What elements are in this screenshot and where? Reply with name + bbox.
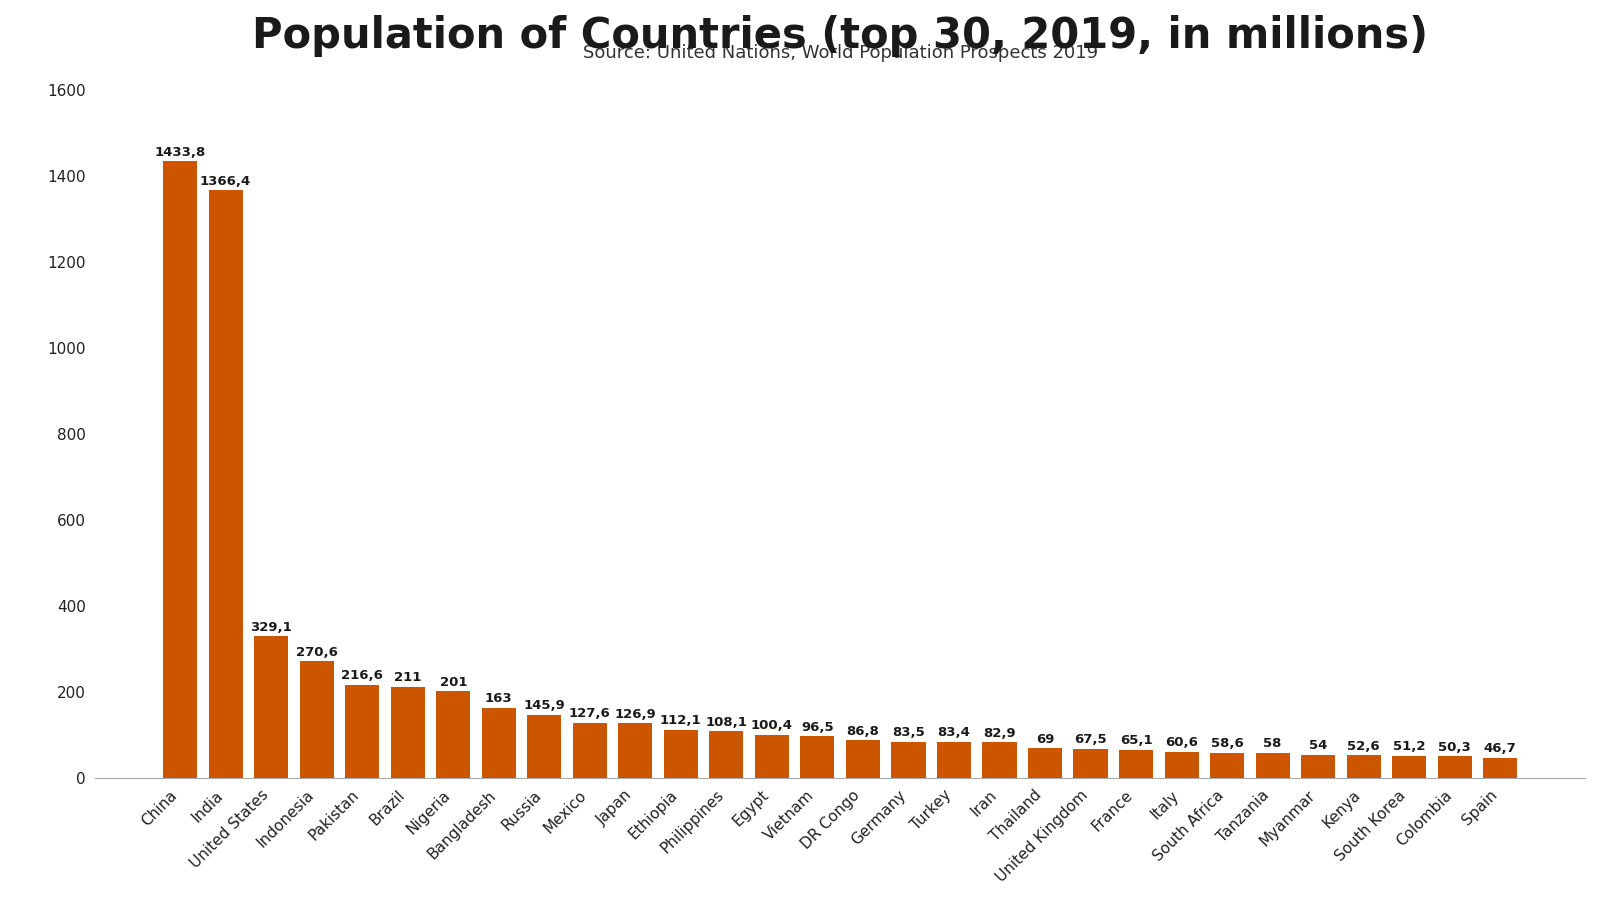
Text: 58,6: 58,6 (1211, 737, 1243, 750)
Text: 216,6: 216,6 (341, 669, 382, 682)
Bar (254, 636, 288, 778)
Text: 163: 163 (485, 692, 512, 705)
Text: 1433,8: 1433,8 (155, 146, 206, 158)
Bar (528, 715, 562, 778)
Bar (982, 742, 1016, 778)
Title: Population of Countries (top 30, 2019, in millions): Population of Countries (top 30, 2019, i… (253, 15, 1429, 57)
Text: 112,1: 112,1 (661, 714, 702, 727)
Text: Source: United Nations, World Population Prospects 2019: Source: United Nations, World Population… (582, 44, 1098, 62)
Text: 58: 58 (1264, 737, 1282, 751)
Text: 83,5: 83,5 (893, 726, 925, 739)
Text: 201: 201 (440, 676, 467, 688)
Bar (163, 161, 197, 778)
Bar (891, 742, 925, 778)
Bar (1301, 754, 1336, 778)
Bar (299, 662, 334, 778)
Text: 145,9: 145,9 (523, 699, 565, 713)
Text: 46,7: 46,7 (1483, 742, 1517, 755)
Bar (664, 730, 698, 778)
Bar (1165, 752, 1198, 778)
Bar (390, 687, 426, 778)
Text: 127,6: 127,6 (570, 707, 611, 720)
Text: 52,6: 52,6 (1347, 740, 1379, 752)
Bar (1347, 755, 1381, 778)
Bar (1483, 758, 1517, 778)
Text: 270,6: 270,6 (296, 646, 338, 659)
Bar (346, 685, 379, 778)
Text: 86,8: 86,8 (846, 724, 880, 738)
Bar (755, 734, 789, 778)
Text: 50,3: 50,3 (1438, 741, 1470, 753)
Bar (938, 742, 971, 778)
Text: 54: 54 (1309, 739, 1328, 752)
Text: 96,5: 96,5 (802, 721, 834, 734)
Text: 67,5: 67,5 (1074, 734, 1107, 746)
Bar (1256, 752, 1290, 778)
Bar (800, 736, 835, 778)
Bar (1118, 750, 1154, 778)
Text: 100,4: 100,4 (750, 719, 794, 732)
Bar (208, 190, 243, 778)
Text: 83,4: 83,4 (938, 726, 971, 739)
Text: 329,1: 329,1 (250, 621, 293, 634)
Bar (1210, 752, 1245, 778)
Bar (482, 707, 515, 778)
Text: 126,9: 126,9 (614, 707, 656, 721)
Text: 51,2: 51,2 (1394, 740, 1426, 753)
Bar (573, 723, 606, 778)
Text: 211: 211 (394, 671, 421, 685)
Text: 1366,4: 1366,4 (200, 175, 251, 187)
Bar (1074, 749, 1107, 778)
Bar (1392, 756, 1426, 778)
Text: 60,6: 60,6 (1165, 736, 1198, 749)
Bar (1027, 748, 1062, 778)
Text: 65,1: 65,1 (1120, 734, 1152, 747)
Bar (709, 732, 744, 778)
Text: 108,1: 108,1 (706, 716, 747, 729)
Text: 69: 69 (1035, 733, 1054, 745)
Bar (437, 691, 470, 778)
Bar (1438, 756, 1472, 778)
Bar (846, 741, 880, 778)
Text: 82,9: 82,9 (982, 726, 1016, 740)
Bar (618, 724, 653, 778)
